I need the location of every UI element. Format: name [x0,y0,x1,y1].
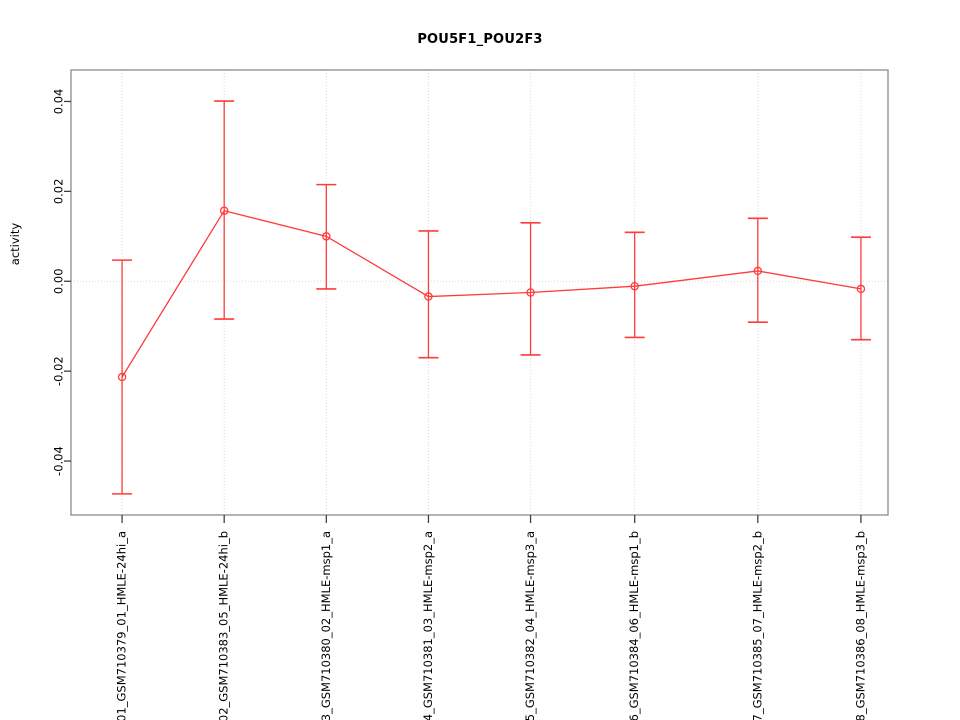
data-point-marker-2 [219,206,229,215]
data-point-group-4 [418,230,439,359]
data-point-group-3 [316,183,337,290]
data-point-group-5 [520,222,541,356]
y-axis-tick-label-4: -0.02 [52,356,66,386]
data-point-marker-3 [322,232,331,241]
data-point-group-2 [214,100,235,320]
y-axis-tick-label-3: 0.00 [52,268,66,294]
x-axis-tick-label-2: 02_GSM710383_05_HMLE-24hi_b [217,531,231,720]
data-point-group-1 [112,259,133,495]
data-point-marker-6 [630,281,639,291]
data-point-group-6 [624,231,645,339]
y-axis-tick-label-2: 0.02 [52,179,66,205]
data-point-marker-7 [753,266,763,276]
x-axis-tick-label-6: 06_GSM710384_06_HMLE-msp1_b [627,531,641,720]
data-point-marker-1 [117,372,127,382]
y-axis-tick-label-5: -0.04 [52,446,66,476]
data-point-group-7 [747,217,768,323]
y-axis-tick-label-1: 0.04 [52,89,66,115]
plot-frame [70,69,889,516]
chart-title: POU5F1_POU2F3 [417,32,543,47]
data-point-marker-8 [856,284,866,294]
x-axis-tick-label-3: 03_GSM710380_02_HMLE-msp1_a [319,531,333,720]
x-axis-tick-label-5: 05_GSM710382_04_HMLE-msp3_a [523,531,537,720]
x-axis-tick-label-1: 01_GSM710379_01_HMLE-24hi_a [115,531,129,720]
series-line [121,209,862,378]
data-point-group-8 [850,236,871,341]
x-axis-tick-label-8: 08_GSM710386_08_HMLE-msp3_b [853,531,867,720]
data-point-marker-4 [424,292,433,301]
data-point-marker-5 [526,288,535,297]
x-axis-tick-label-7: 07_GSM710385_07_HMLE-msp2_b [750,531,764,720]
x-axis-tick-label-4: 04_GSM710381_03_HMLE-msp2_a [421,531,435,720]
